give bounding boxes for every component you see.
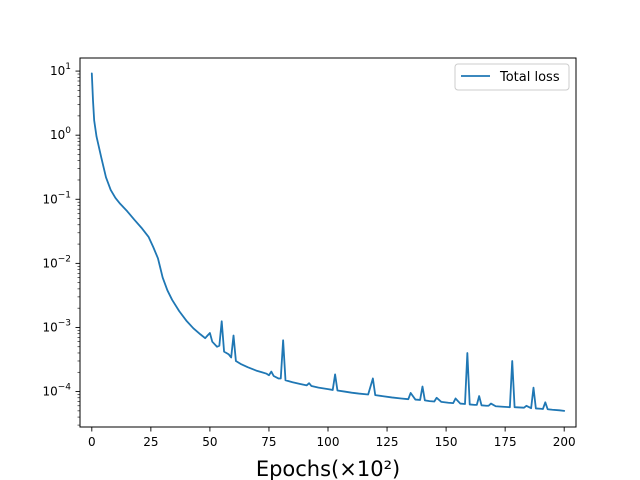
x-axis-label: Epochs(×10²) (256, 457, 400, 480)
x-tick-label: 25 (143, 435, 158, 449)
y-axis-ticks: 101 100 10−1 10−2 10−3 10−4 (42, 62, 80, 426)
x-tick-label: 0 (88, 435, 96, 449)
plot-frame (79, 57, 577, 428)
legend-label: Total loss (499, 70, 560, 85)
x-tick-label: 100 (317, 435, 340, 449)
x-tick-label: 50 (202, 435, 217, 449)
plot-area (90, 72, 566, 412)
y-tick-label: 101 (50, 62, 71, 78)
legend: Total loss (454, 63, 570, 91)
x-tick-label: 200 (553, 435, 576, 449)
y-tick-label: 10−4 (42, 383, 71, 399)
y-tick-label: 10−3 (42, 318, 71, 334)
x-tick-label: 125 (376, 435, 399, 449)
x-tick-label: 75 (261, 435, 276, 449)
x-tick-label: 150 (435, 435, 458, 449)
legend-box (454, 63, 570, 91)
x-tick-label: 175 (494, 435, 517, 449)
y-tick-label: 10−2 (42, 254, 71, 270)
x-axis-ticks: 0 25 50 75 100 125 150 175 200 (88, 427, 576, 449)
y-tick-label: 10−1 (42, 190, 71, 206)
y-tick-label: 100 (50, 126, 71, 142)
series-line-total-loss (90, 72, 566, 412)
